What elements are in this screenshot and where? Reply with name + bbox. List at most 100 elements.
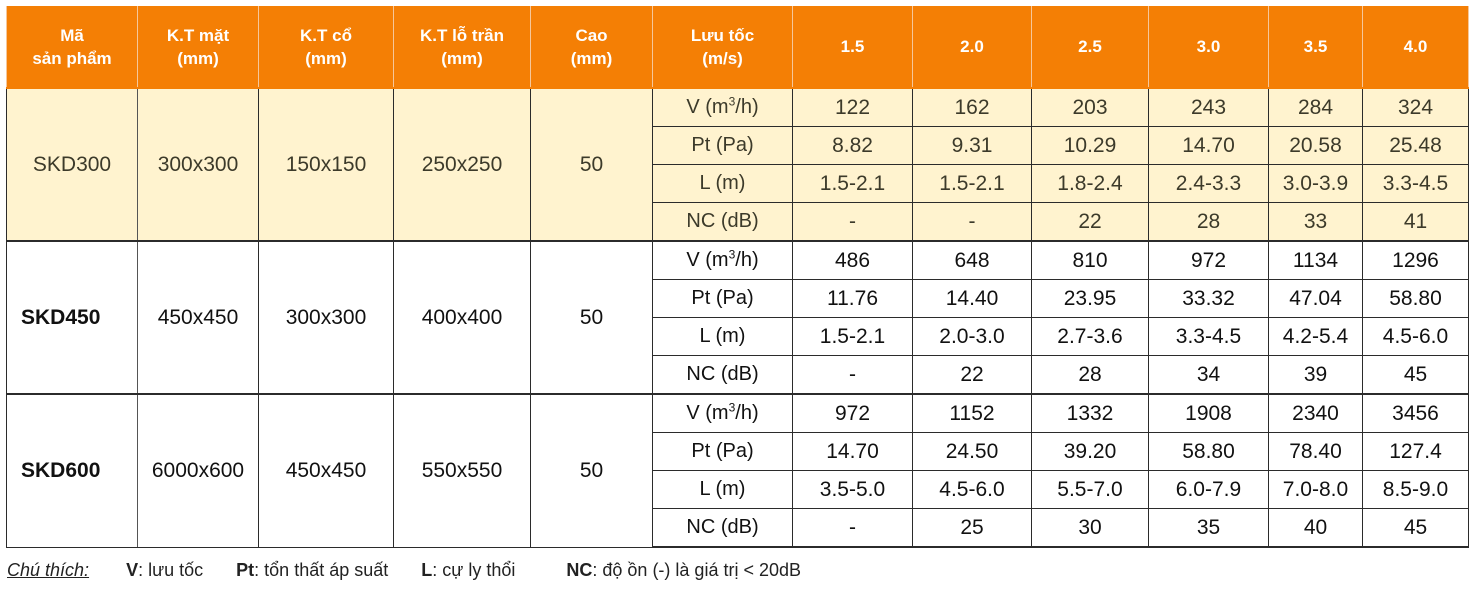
header-row: Mã sản phẩm K.T mặt (mm) K.T cổ (mm) K.T lỗ… — [6, 6, 1469, 88]
cell: 11.76 — [792, 279, 913, 318]
cell: 47.04 — [1268, 279, 1363, 318]
header-product-code: Mã sản phẩm — [6, 6, 138, 88]
cell: 1.5-2.1 — [912, 164, 1032, 203]
param-label-l: L (m) — [652, 164, 793, 203]
header-speed-1: 1.5 — [792, 6, 913, 88]
header-speed-3: 2.5 — [1031, 6, 1149, 88]
table-row: SKD450 450x450 300x300 400x400 50 V (m3/… — [6, 240, 1469, 395]
cell: 10.29 — [1031, 126, 1149, 165]
legend-item-nc: NC: độ ồn (-) là giá trị < 20dB — [566, 560, 801, 580]
product-group-skd300: SKD300 300x300 150x150 250x250 50 V (m3/… — [6, 87, 1469, 242]
cell: 23.95 — [1031, 279, 1149, 318]
cell: 3.3-4.5 — [1148, 317, 1269, 356]
cell: 14.70 — [1148, 126, 1269, 165]
ceiling-hole: 250x250 — [393, 87, 531, 242]
cell: 203 — [1031, 87, 1149, 127]
cell: 41 — [1362, 202, 1469, 242]
cell: 1908 — [1148, 393, 1269, 433]
ceiling-hole: 550x550 — [393, 393, 531, 548]
cell: 20.58 — [1268, 126, 1363, 165]
neck-size: 300x300 — [258, 240, 394, 395]
table-row: Pt (Pa) 11.76 14.40 23.95 33.32 47.04 58… — [7, 279, 1469, 318]
cell: 4.5-6.0 — [912, 470, 1032, 509]
cell: 28 — [1148, 202, 1269, 242]
header-speed-2: 2.0 — [912, 6, 1032, 88]
header-face-size: K.T mặt (mm) — [137, 6, 259, 88]
legend-item-v: V : lưu tốc — [126, 560, 204, 580]
cell: 486 — [792, 240, 913, 280]
cell: 8.82 — [792, 126, 913, 165]
table-row: SKD300 300x300 150x150 250x250 50 V (m3/… — [6, 87, 1469, 242]
height: 50 — [530, 393, 653, 548]
cell: 3.5-5.0 — [792, 470, 913, 509]
header-ceiling-hole: K.T lỗ trần (mm) — [393, 6, 531, 88]
param-label-pt: Pt (Pa) — [652, 126, 793, 165]
param-label-nc: NC (dB) — [652, 202, 793, 242]
cell: 1.8-2.4 — [1031, 164, 1149, 203]
cell: 3.0-3.9 — [1268, 164, 1363, 203]
cell: 9.31 — [912, 126, 1032, 165]
table-row: Pt (Pa) 8.82 9.31 10.29 14.70 20.58 25.4… — [7, 126, 1469, 165]
cell: 3456 — [1362, 393, 1469, 433]
cell: 972 — [1148, 240, 1269, 280]
height: 50 — [530, 240, 653, 395]
cell: 1.5-2.1 — [792, 317, 913, 356]
param-label-nc: NC (dB) — [652, 508, 793, 548]
cell: 162 — [912, 87, 1032, 127]
face-size: 300x300 — [137, 87, 259, 242]
cell: - — [792, 202, 913, 242]
cell: 810 — [1031, 240, 1149, 280]
product-group-skd600: SKD600 6000x600 450x450 550x550 50 V (m3… — [6, 393, 1469, 548]
cell: 28 — [1031, 355, 1149, 395]
table-row: NC (dB) - 22 28 34 39 45 — [7, 355, 1469, 395]
cell: 7.0-8.0 — [1268, 470, 1363, 509]
cell: 2.7-3.6 — [1031, 317, 1149, 356]
cell: 2.0-3.0 — [912, 317, 1032, 356]
height: 50 — [530, 87, 653, 242]
diffuser-spec-table: Mã sản phẩm K.T mặt (mm) K.T cổ (mm) K.T lỗ… — [6, 6, 1469, 548]
cell: 22 — [912, 355, 1032, 395]
cell: 40 — [1268, 508, 1363, 548]
header-speed-6: 4.0 — [1362, 6, 1469, 88]
cell: 45 — [1362, 508, 1469, 548]
param-label-v: V (m3/h) — [652, 87, 793, 127]
table-row: L (m) 1.5-2.1 1.5-2.1 1.8-2.4 2.4-3.3 3.… — [7, 164, 1469, 203]
cell: 1332 — [1031, 393, 1149, 433]
product-group-skd450: SKD450 450x450 300x300 400x400 50 V (m3/… — [6, 240, 1469, 395]
cell: 2.4-3.3 — [1148, 164, 1269, 203]
cell: 3.3-4.5 — [1362, 164, 1469, 203]
face-size: 450x450 — [137, 240, 259, 395]
table-row: L (m) 1.5-2.1 2.0-3.0 2.7-3.6 3.3-4.5 4.… — [7, 317, 1469, 356]
legend-title: Chú thích: — [7, 560, 90, 580]
cell: 30 — [1031, 508, 1149, 548]
cell: 5.5-7.0 — [1031, 470, 1149, 509]
cell: - — [912, 202, 1032, 242]
header-speed-5: 3.5 — [1268, 6, 1363, 88]
cell: 34 — [1148, 355, 1269, 395]
cell: 45 — [1362, 355, 1469, 395]
cell: 127.4 — [1362, 432, 1469, 471]
product-code: SKD600 — [6, 393, 138, 548]
legend-item-l: L: cự ly thổi — [421, 560, 516, 580]
ceiling-hole: 400x400 — [393, 240, 531, 395]
header-velocity: Lưu tốc (m/s) — [652, 6, 793, 88]
cell: 8.5-9.0 — [1362, 470, 1469, 509]
cell: 14.70 — [792, 432, 913, 471]
legend-item-pt: Pt: tổn thất áp suất — [236, 560, 389, 580]
cell: 35 — [1148, 508, 1269, 548]
neck-size: 450x450 — [258, 393, 394, 548]
cell: 122 — [792, 87, 913, 127]
param-label-l: L (m) — [652, 317, 793, 356]
param-label-v: V (m3/h) — [652, 393, 793, 433]
table-row: NC (dB) - - 22 28 33 41 — [7, 202, 1469, 242]
cell: 1152 — [912, 393, 1032, 433]
cell: 2340 — [1268, 393, 1363, 433]
param-label-l: L (m) — [652, 470, 793, 509]
cell: 33.32 — [1148, 279, 1269, 318]
param-label-pt: Pt (Pa) — [652, 279, 793, 318]
cell: 1134 — [1268, 240, 1363, 280]
cell: 6.0-7.9 — [1148, 470, 1269, 509]
cell: 1.5-2.1 — [792, 164, 913, 203]
cell: 243 — [1148, 87, 1269, 127]
header-neck-size: K.T cổ (mm) — [258, 6, 394, 88]
